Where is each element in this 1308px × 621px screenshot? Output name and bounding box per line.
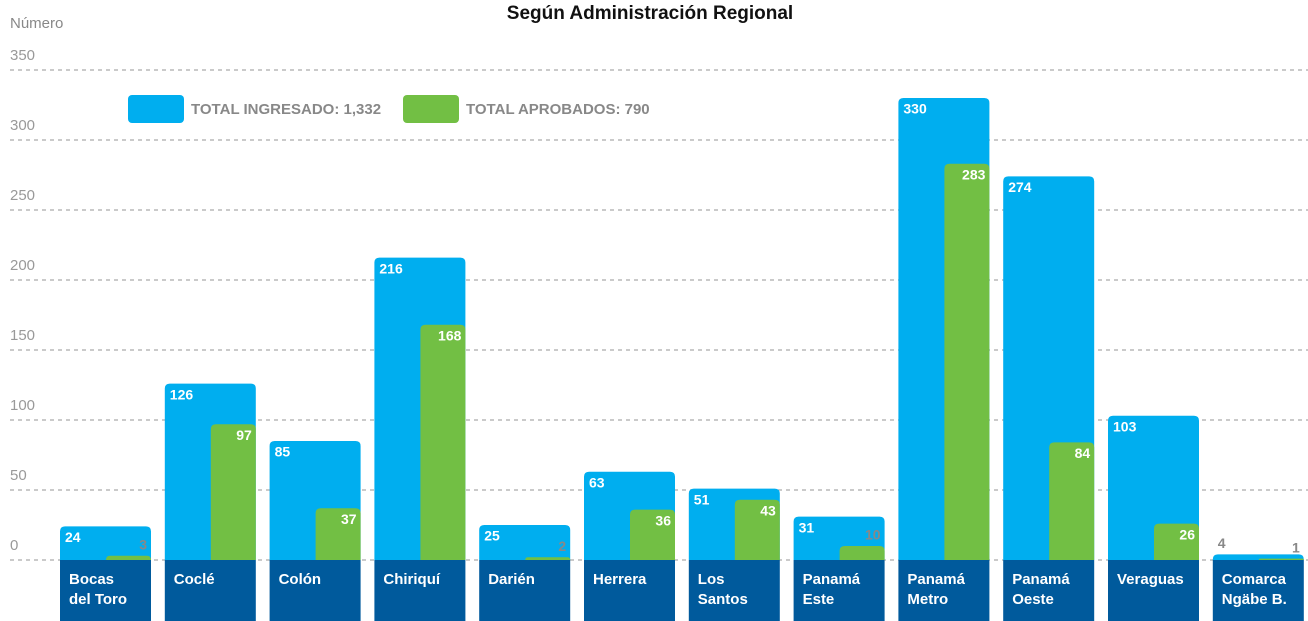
bar — [734, 499, 780, 560]
legend-label: TOTAL APROBADOS: 790 — [466, 101, 650, 118]
value-label: 216 — [379, 260, 403, 276]
y-tick-label: 250 — [10, 187, 35, 204]
bar — [630, 509, 675, 560]
bar — [106, 555, 151, 560]
x-tick-label: Metro — [907, 591, 948, 608]
y-axis-label: Número — [10, 15, 63, 32]
value-label: 10 — [865, 527, 881, 543]
value-label: 4 — [1218, 535, 1226, 551]
category-box — [1003, 560, 1095, 621]
legend-swatch — [128, 95, 184, 123]
x-tick-label: Panamá — [803, 571, 861, 588]
value-label: 25 — [484, 528, 500, 544]
category-box — [584, 560, 675, 621]
x-tick-label: Santos — [698, 591, 748, 608]
value-label: 330 — [903, 101, 927, 117]
legend-swatch — [403, 95, 459, 123]
y-tick-label: 50 — [10, 467, 27, 484]
value-label: 1 — [1292, 539, 1300, 555]
x-tick-label: Bocas — [69, 571, 114, 588]
bar — [315, 508, 361, 560]
x-tick-label: Herrera — [593, 571, 647, 588]
x-tick-label: Panamá — [1012, 571, 1070, 588]
value-label: 84 — [1075, 445, 1091, 461]
y-tick-label: 0 — [10, 537, 18, 554]
value-label: 126 — [170, 386, 194, 402]
bar — [1258, 558, 1304, 560]
x-tick-label: Oeste — [1012, 591, 1054, 608]
category-box — [1212, 560, 1304, 621]
value-label: 51 — [694, 491, 710, 507]
value-label: 168 — [438, 328, 462, 344]
category-box — [793, 560, 885, 621]
value-label: 85 — [275, 444, 291, 460]
bar — [525, 557, 571, 560]
y-tick-label: 100 — [10, 397, 35, 414]
bar — [479, 525, 571, 560]
value-label: 43 — [760, 503, 776, 519]
value-label: 31 — [799, 519, 815, 535]
x-tick-label: Colón — [279, 571, 322, 588]
value-label: 37 — [341, 511, 357, 527]
bar — [210, 424, 256, 560]
bar — [944, 163, 990, 561]
bar — [839, 546, 885, 560]
value-label: 3 — [139, 537, 147, 553]
category-box — [898, 560, 990, 621]
x-tick-label: Comarca — [1222, 571, 1287, 588]
value-label: 2 — [558, 538, 566, 554]
x-tick-label: Ngäbe B. — [1222, 591, 1287, 608]
x-tick-label: del Toro — [69, 591, 127, 608]
y-tick-label: 350 — [10, 47, 35, 64]
bar — [1049, 442, 1095, 560]
x-tick-label: Coclé — [174, 571, 215, 588]
value-label: 274 — [1008, 179, 1032, 195]
value-label: 97 — [236, 427, 252, 443]
value-label: 24 — [65, 529, 81, 545]
category-box — [688, 560, 780, 621]
value-label: 36 — [655, 512, 671, 528]
bar — [1154, 523, 1199, 560]
x-tick-label: Veraguas — [1117, 571, 1184, 588]
value-label: 63 — [589, 475, 605, 491]
x-tick-label: Este — [803, 591, 835, 608]
bar — [420, 324, 466, 560]
y-tick-label: 150 — [10, 327, 35, 344]
x-tick-label: Chiriquí — [383, 571, 440, 588]
category-box — [269, 560, 361, 621]
y-tick-label: 200 — [10, 257, 35, 274]
value-label: 283 — [962, 167, 986, 183]
x-tick-label: Darién — [488, 571, 535, 588]
category-box — [164, 560, 256, 621]
y-tick-label: 300 — [10, 117, 35, 134]
category-box — [60, 560, 151, 621]
category-box — [479, 560, 571, 621]
x-tick-label: Panamá — [907, 571, 965, 588]
category-box — [1108, 560, 1199, 621]
bar — [60, 526, 151, 560]
value-label: 103 — [1113, 419, 1137, 435]
x-tick-label: Los — [698, 571, 725, 588]
category-box — [374, 560, 466, 621]
value-label: 26 — [1179, 526, 1195, 542]
chart-title: Según Administración Regional — [507, 3, 793, 24]
legend-label: TOTAL INGRESADO: 1,332 — [191, 101, 381, 118]
